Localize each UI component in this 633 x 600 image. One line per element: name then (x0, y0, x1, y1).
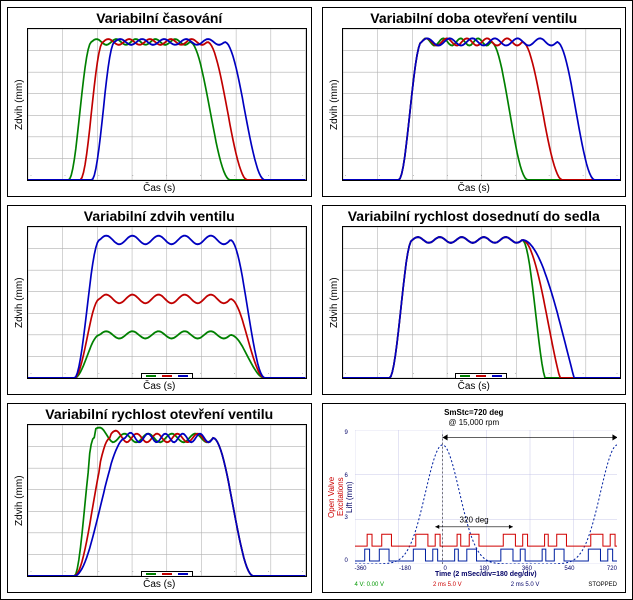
legend (141, 373, 193, 379)
plot-area: ········· (27, 226, 307, 379)
scope-xlabel: Time (2 mSec/div=180 deg/div) (355, 571, 618, 578)
y-axis-label: Zdvih (mm) (12, 28, 27, 181)
chart-panel: Variabilní rychlost dosednutí do sedla Z… (322, 205, 627, 395)
x-axis-label: Čas (s) (327, 181, 622, 194)
chart-title: Variabilní rychlost otevření ventilu (8, 404, 311, 424)
x-axis-label: Čas (s) (12, 181, 307, 194)
y-axis-label: Zdvih (mm) (12, 226, 27, 379)
y-axis-label: Zdvih (mm) (327, 28, 342, 181)
plot-area: ········· (27, 424, 307, 577)
plot-area: ········· (342, 28, 622, 181)
scope-panel: SmStc=720 deg@ 15,000 rpm Open ValveExci… (322, 403, 627, 593)
chart-panel: Variabilní rychlost otevření ventilu Zdv… (7, 403, 312, 593)
y-axis-label: Zdvih (mm) (327, 226, 342, 379)
legend (141, 571, 193, 577)
scope-ylabel-1: Open ValveExcitations (327, 430, 345, 564)
scope-footer: 4 V: 0.00 V 2 ms 5.0 V 2 ms 5.0 V STOPPE… (355, 582, 618, 588)
chart-panel: Variabilní zdvih ventilu Zdvih (mm) ····… (7, 205, 312, 395)
chart-title: Variabilní zdvih ventilu (8, 206, 311, 226)
plot-area: ········· (342, 226, 622, 379)
chart-title: Variabilní doba otevření ventilu (323, 8, 626, 28)
legend (455, 373, 507, 379)
chart-panel: Variabilní doba otevření ventilu Zdvih (… (322, 7, 627, 197)
chart-title: Variabilní rychlost dosednutí do sedla (323, 206, 626, 226)
svg-text:320 deg: 320 deg (459, 515, 489, 524)
y-axis-label: Zdvih (mm) (12, 424, 27, 577)
plot-area: ········· (27, 28, 307, 181)
x-axis-label: Čas (s) (12, 577, 307, 590)
x-axis-label: Čas (s) (327, 379, 622, 392)
scope-plot-area: 320 deg (355, 430, 618, 564)
chart-panel: Variabilní časování Zdvih (mm) ·········… (7, 7, 312, 197)
chart-title: Variabilní časování (8, 8, 311, 28)
x-axis-label: Čas (s) (12, 379, 307, 392)
scope-title: SmStc=720 deg@ 15,000 rpm (444, 408, 503, 427)
